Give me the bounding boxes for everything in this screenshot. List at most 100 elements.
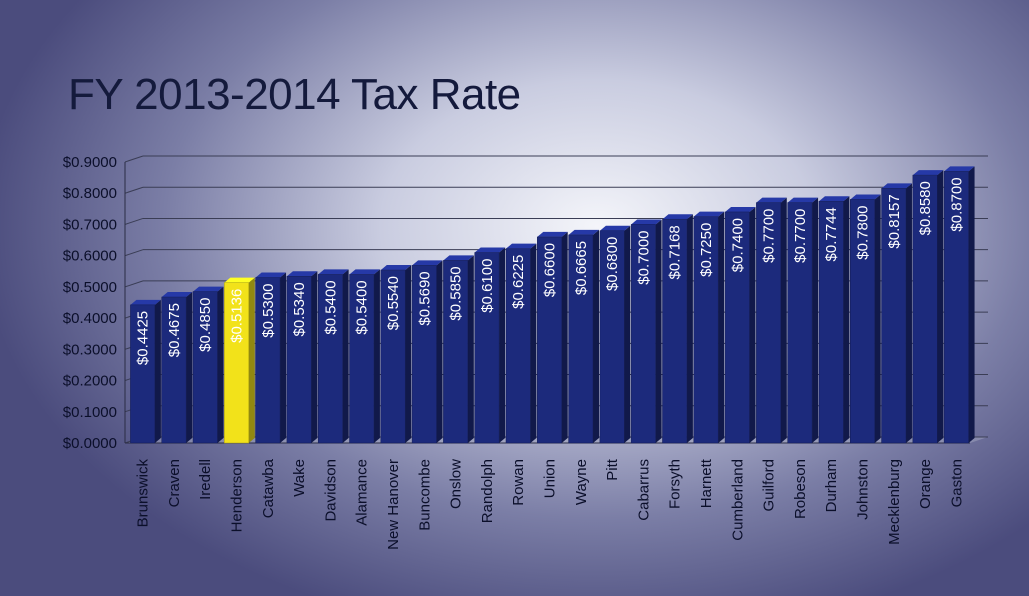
- bar: [505, 248, 531, 444]
- bar: [380, 269, 406, 444]
- gridline-depth: [124, 280, 144, 288]
- chart-title: FY 2013-2014 Tax Rate: [68, 70, 521, 119]
- bar-side: [467, 255, 474, 443]
- x-tick-label: Davidson: [322, 459, 339, 522]
- gridline-depth: [124, 249, 144, 257]
- gridline-depth: [124, 186, 144, 194]
- bar-top: [662, 214, 693, 220]
- bar-side: [655, 219, 662, 443]
- x-tick-label: Alamance: [354, 459, 371, 526]
- x-tick-label: Henderson: [229, 459, 246, 532]
- bar-top: [505, 243, 537, 249]
- bar-side: [749, 206, 756, 443]
- bar: [161, 296, 187, 444]
- y-tick-label: $0.8000: [63, 185, 117, 202]
- bar-value-label: $0.8700: [948, 177, 965, 231]
- bar-value-label: $0.4425: [135, 311, 152, 365]
- bar-side: [812, 197, 819, 443]
- bar: [255, 277, 281, 444]
- bar-side: [436, 260, 443, 443]
- bar-value-label: $0.7744: [823, 207, 840, 261]
- x-tick-label: Cumberland: [729, 459, 746, 541]
- bar-value-label: $0.8580: [917, 181, 934, 235]
- bar-top: [944, 166, 975, 172]
- bar-value-label: $0.5340: [291, 282, 308, 336]
- bar-top: [818, 196, 850, 202]
- bar: [286, 276, 312, 444]
- bar-value-label: $0.6600: [542, 243, 559, 297]
- bar-side: [874, 194, 881, 443]
- x-tick-label: Brunswick: [135, 459, 152, 528]
- bar-side: [561, 231, 568, 443]
- y-tick-label: $0.3000: [63, 341, 117, 358]
- x-tick-label: Iredell: [197, 459, 214, 500]
- bar-side: [248, 277, 255, 443]
- x-tick-label: New Hanover: [385, 459, 402, 550]
- bar-value-label: $0.7700: [761, 209, 778, 263]
- bar-top: [255, 272, 287, 278]
- bar-side: [217, 286, 224, 443]
- x-tick-label: Onslow: [448, 459, 465, 509]
- bar: [599, 230, 625, 444]
- bar-value-label: $0.7000: [635, 230, 652, 284]
- bar-value-label: $0.7168: [667, 225, 684, 279]
- bar-value-label: $0.5540: [385, 276, 402, 330]
- bar: [787, 202, 813, 444]
- bar: [349, 274, 375, 444]
- bar: [224, 282, 249, 444]
- bar-value-label: $0.7400: [729, 218, 746, 272]
- y-tick-label: $0.4000: [63, 310, 117, 327]
- bar-top: [443, 255, 474, 261]
- bar-side: [499, 247, 506, 443]
- bar: [850, 199, 875, 444]
- bar: [130, 304, 156, 444]
- bar: [474, 252, 500, 444]
- bar-top: [224, 277, 255, 283]
- bar: [881, 188, 907, 444]
- x-tick-label: Wayne: [573, 459, 590, 505]
- bar: [192, 291, 218, 444]
- x-tick-label: Union: [542, 459, 559, 498]
- bar-top: [850, 194, 881, 200]
- x-tick-label: Harnett: [698, 458, 715, 508]
- bar-side: [311, 271, 318, 443]
- bar: [724, 211, 750, 444]
- x-tick-label: Orange: [917, 459, 934, 509]
- x-tick-label: Durham: [823, 459, 840, 512]
- bar: [317, 274, 343, 444]
- bar-top: [380, 265, 412, 271]
- bar-top: [912, 170, 944, 176]
- bar-value-label: $0.5690: [416, 271, 433, 325]
- x-tick-label: Robeson: [792, 459, 809, 519]
- bar: [756, 202, 782, 444]
- bar-side: [905, 183, 912, 444]
- bar-value-label: $0.7800: [854, 205, 871, 259]
- bar: [662, 218, 688, 444]
- bar-value-label: $0.7250: [698, 223, 715, 277]
- bar-value-label: $0.4850: [197, 298, 214, 352]
- bar-value-label: $0.5400: [354, 280, 371, 334]
- bar-top: [130, 299, 161, 305]
- bar: [411, 265, 437, 444]
- y-tick-label: $0.1000: [63, 404, 117, 421]
- y-tick-label: $0.5000: [63, 279, 117, 296]
- bar-value-label: $0.5300: [260, 284, 277, 338]
- bar: [568, 234, 594, 444]
- bar-side: [186, 292, 193, 443]
- bar-side: [530, 243, 537, 443]
- bar-side: [624, 225, 631, 443]
- bar-top: [161, 292, 193, 298]
- bar-side: [373, 269, 380, 443]
- x-tick-label: Randolph: [479, 459, 496, 523]
- x-tick-label: Gaston: [948, 459, 965, 507]
- bar-top: [412, 260, 443, 266]
- bar-value-label: $0.5400: [322, 280, 339, 334]
- bar-top: [631, 219, 662, 225]
- bar-value-label: $0.5136: [229, 289, 246, 343]
- bar-value-label: $0.6665: [573, 241, 590, 295]
- x-tick-label: Catawba: [260, 458, 277, 518]
- bar-top: [193, 286, 224, 292]
- y-tick-label: $0.0000: [63, 435, 117, 452]
- bar-top: [881, 183, 912, 189]
